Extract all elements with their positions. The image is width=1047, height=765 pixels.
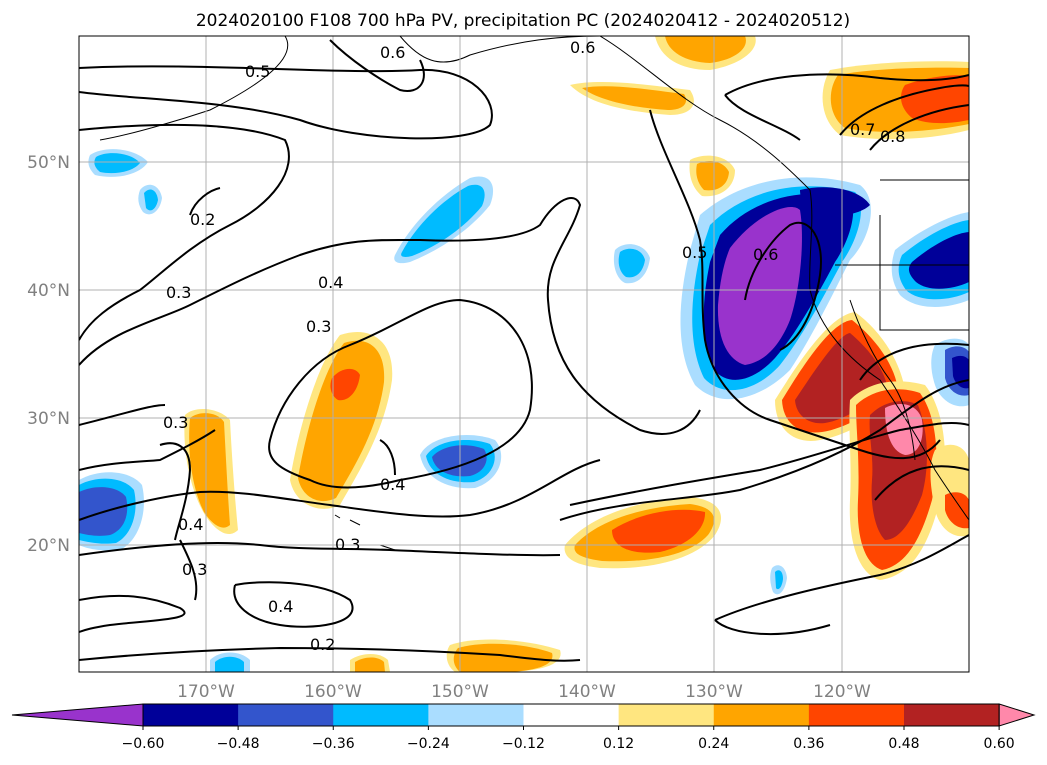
lon-label: 140°W — [558, 682, 616, 702]
colorbar-outline — [142, 703, 1000, 727]
colorbar-tick-label: −0.48 — [217, 736, 260, 752]
colorbar-segment — [523, 704, 620, 726]
colorbar-segment — [904, 704, 1000, 726]
contour-label: 0.5 — [245, 62, 270, 81]
colorbar-segment — [333, 704, 429, 726]
contour-label: 0.3 — [182, 560, 207, 579]
colorbar-tick-label: −0.24 — [407, 736, 450, 752]
colorbar-tick-label: −0.60 — [122, 736, 165, 752]
lon-label: 160°W — [304, 682, 362, 702]
colorbar-segment — [238, 704, 334, 726]
map-title: 2024020100 F108 700 hPa PV, precipitatio… — [196, 11, 850, 31]
colorbar-segment — [143, 704, 239, 726]
lat-label: 20°N — [27, 536, 70, 556]
lon-label: 150°W — [431, 682, 489, 702]
contour-label: 0.2 — [310, 635, 335, 654]
contour-label: 0.4 — [318, 273, 343, 292]
longitude-labels: 170°W 160°W 150°W 140°W 130°W 120°W — [177, 682, 871, 702]
colorbar-tick-label: 0.12 — [603, 736, 634, 752]
map-area: 0.5 0.6 0.6 0.2 0.3 0.4 0.3 0.5 0.6 0.3 … — [79, 36, 969, 672]
lon-label: 170°W — [177, 682, 235, 702]
contour-label: 0.3 — [166, 283, 191, 302]
contour-label: 0.5 — [682, 243, 707, 262]
colorbar-segment — [618, 704, 715, 726]
contour-label: 0.3 — [335, 535, 360, 554]
coastlines — [99, 36, 969, 551]
contour-label: 0.6 — [380, 43, 405, 62]
colorbar-extension-low — [11, 703, 144, 727]
colorbar-tick-label: −0.36 — [312, 736, 355, 752]
contour-label: 0.3 — [163, 413, 188, 432]
lat-label: 30°N — [27, 409, 70, 429]
contour-label: 0.3 — [306, 317, 331, 336]
colorbar-tick-label: 0.60 — [984, 736, 1015, 752]
gridlines — [79, 36, 969, 672]
latitude-labels: 50°N 40°N 30°N 20°N — [27, 153, 70, 556]
map-frame — [78, 35, 970, 673]
lon-label: 130°W — [685, 682, 743, 702]
colorbar-tick-label: −0.12 — [502, 736, 545, 752]
contour-label: 0.8 — [880, 127, 905, 146]
colorbar-segment — [713, 704, 810, 726]
lat-label: 40°N — [27, 281, 70, 301]
contour-label: 0.4 — [178, 515, 203, 534]
colorbar-tick-label: 0.36 — [793, 736, 824, 752]
colorbar-segment — [808, 704, 905, 726]
colorbar-extension-high — [998, 703, 1036, 727]
colorbar: −0.60 −0.48 −0.36 −0.24 −0.12 0.12 0.24 0.36 0.4… — [11, 703, 1036, 752]
contour-labels: 0.5 0.6 0.6 0.2 0.3 0.4 0.3 0.5 0.6 0.3 … — [163, 38, 905, 654]
colorbar-segment — [428, 704, 524, 726]
lon-label: 120°W — [813, 682, 871, 702]
contour-label: 0.6 — [570, 38, 595, 57]
contour-label: 0.4 — [380, 475, 405, 494]
contour-label: 0.7 — [850, 120, 875, 139]
colorbar-tick-label: 0.24 — [698, 736, 729, 752]
pv-contours — [79, 39, 969, 662]
colorbar-tick-label: 0.48 — [888, 736, 919, 752]
contour-label: 0.4 — [268, 597, 293, 616]
lat-label: 50°N — [27, 153, 70, 173]
contour-label: 0.6 — [753, 245, 778, 264]
contour-label: 0.2 — [190, 210, 215, 229]
